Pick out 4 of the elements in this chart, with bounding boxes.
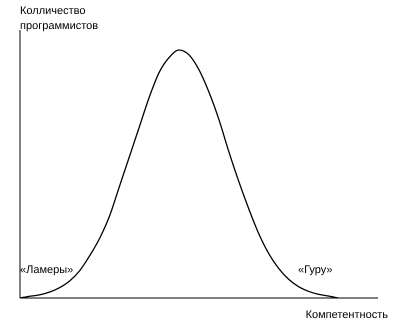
annotation: «Гуру» [298,264,332,276]
y-axis-title: Колличество программистов [20,5,98,32]
x-axis-title: Компетентность [306,309,388,321]
annotation: «Ламеры» [20,264,74,276]
